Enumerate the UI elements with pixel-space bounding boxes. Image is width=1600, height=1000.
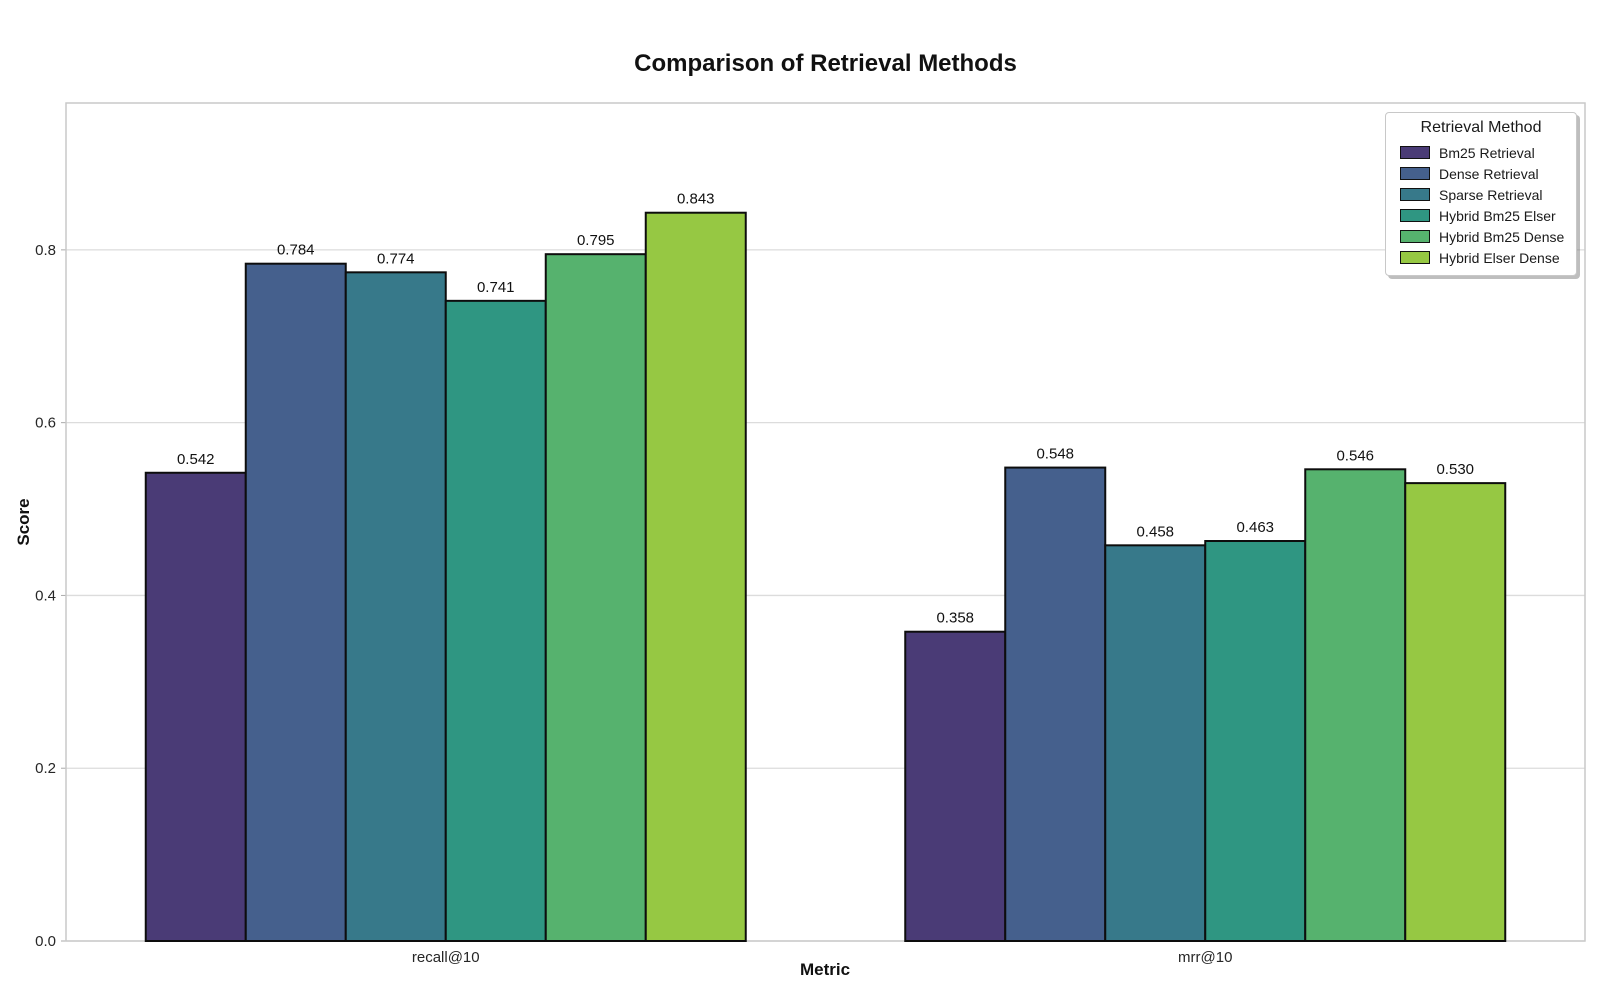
bar-bm25-retrieval-mrr@10 (904, 630, 1007, 942)
legend-swatch-icon (1400, 209, 1430, 222)
y-axis-label: Score (14, 498, 33, 546)
bar-dense-retrieval-recall@10 (244, 262, 347, 942)
legend-label: Bm25 Retrieval (1439, 144, 1535, 161)
legend: Retrieval Method Bm25 Retrieval Dense Ret… (1385, 112, 1577, 276)
bar-hybrid-elser-dense-recall@10 (644, 211, 747, 942)
legend-swatch-icon (1400, 188, 1430, 201)
y-tick-label: 0.8 (35, 242, 56, 259)
legend-swatch-icon (1400, 146, 1430, 159)
legend-label: Dense Retrieval (1439, 165, 1539, 182)
legend-label: Hybrid Bm25 Elser (1439, 207, 1556, 224)
bar-bm25-retrieval-recall@10 (144, 471, 247, 942)
bar-hybrid-elser-dense-mrr@10 (1404, 482, 1507, 942)
bar-hybrid-bm25-elser-mrr@10 (1204, 540, 1307, 942)
legend-title: Retrieval Method (1420, 119, 1542, 136)
bar-value-label: 0.795 (577, 232, 615, 249)
bar-value-label: 0.784 (277, 242, 315, 259)
legend-item-hybrid-bm25-dense: Hybrid Bm25 Dense (1392, 226, 1570, 247)
legend-label: Sparse Retrieval (1439, 186, 1543, 203)
bar-value-label: 0.546 (1336, 447, 1374, 464)
y-tick-label: 0.6 (35, 415, 56, 432)
legend-swatch-icon (1400, 251, 1430, 264)
legend-item-bm25-retrieval: Bm25 Retrieval (1392, 142, 1570, 163)
plot-frame (65, 102, 1586, 942)
bar-hybrid-bm25-dense-mrr@10 (1304, 468, 1407, 942)
legend-item-hybrid-bm25-elser: Hybrid Bm25 Elser (1392, 205, 1570, 226)
bar-value-label: 0.542 (177, 451, 215, 468)
x-tick-label: recall@10 (412, 949, 480, 966)
bar-value-label: 0.741 (477, 279, 515, 296)
bar-sparse-retrieval-recall@10 (344, 271, 447, 942)
y-tick-label: 0.4 (35, 587, 56, 604)
legend-label: Hybrid Bm25 Dense (1439, 228, 1565, 245)
bar-value-label: 0.458 (1136, 523, 1174, 540)
bar-hybrid-bm25-dense-recall@10 (544, 253, 647, 943)
y-tick-label: 0.2 (35, 760, 56, 777)
legend-item-dense-retrieval: Dense Retrieval (1392, 163, 1570, 184)
legend-item-sparse-retrieval: Sparse Retrieval (1392, 184, 1570, 205)
bar-value-label: 0.843 (677, 191, 715, 208)
y-tick-label: 0.0 (35, 933, 56, 950)
bar-value-label: 0.548 (1036, 446, 1074, 463)
bar-value-label: 0.774 (377, 250, 415, 267)
bar-value-label: 0.463 (1236, 519, 1274, 536)
x-tick-label: mrr@10 (1178, 949, 1232, 966)
legend-swatch-icon (1400, 167, 1430, 180)
legend-label: Hybrid Elser Dense (1439, 249, 1560, 266)
legend-items: Bm25 Retrieval Dense Retrieval Sparse Retr… (1392, 142, 1570, 268)
bar-dense-retrieval-mrr@10 (1004, 466, 1107, 942)
bar-value-label: 0.358 (936, 610, 974, 627)
chart-title: Comparison of Retrieval Methods (634, 50, 1017, 77)
legend-swatch-icon (1400, 230, 1430, 243)
x-axis-label: Metric (799, 960, 851, 979)
bar-hybrid-bm25-elser-recall@10 (444, 299, 547, 943)
bar-value-label: 0.530 (1436, 461, 1474, 478)
legend-item-hybrid-elser-dense: Hybrid Elser Dense (1392, 247, 1570, 268)
bar-sparse-retrieval-mrr@10 (1104, 544, 1207, 942)
